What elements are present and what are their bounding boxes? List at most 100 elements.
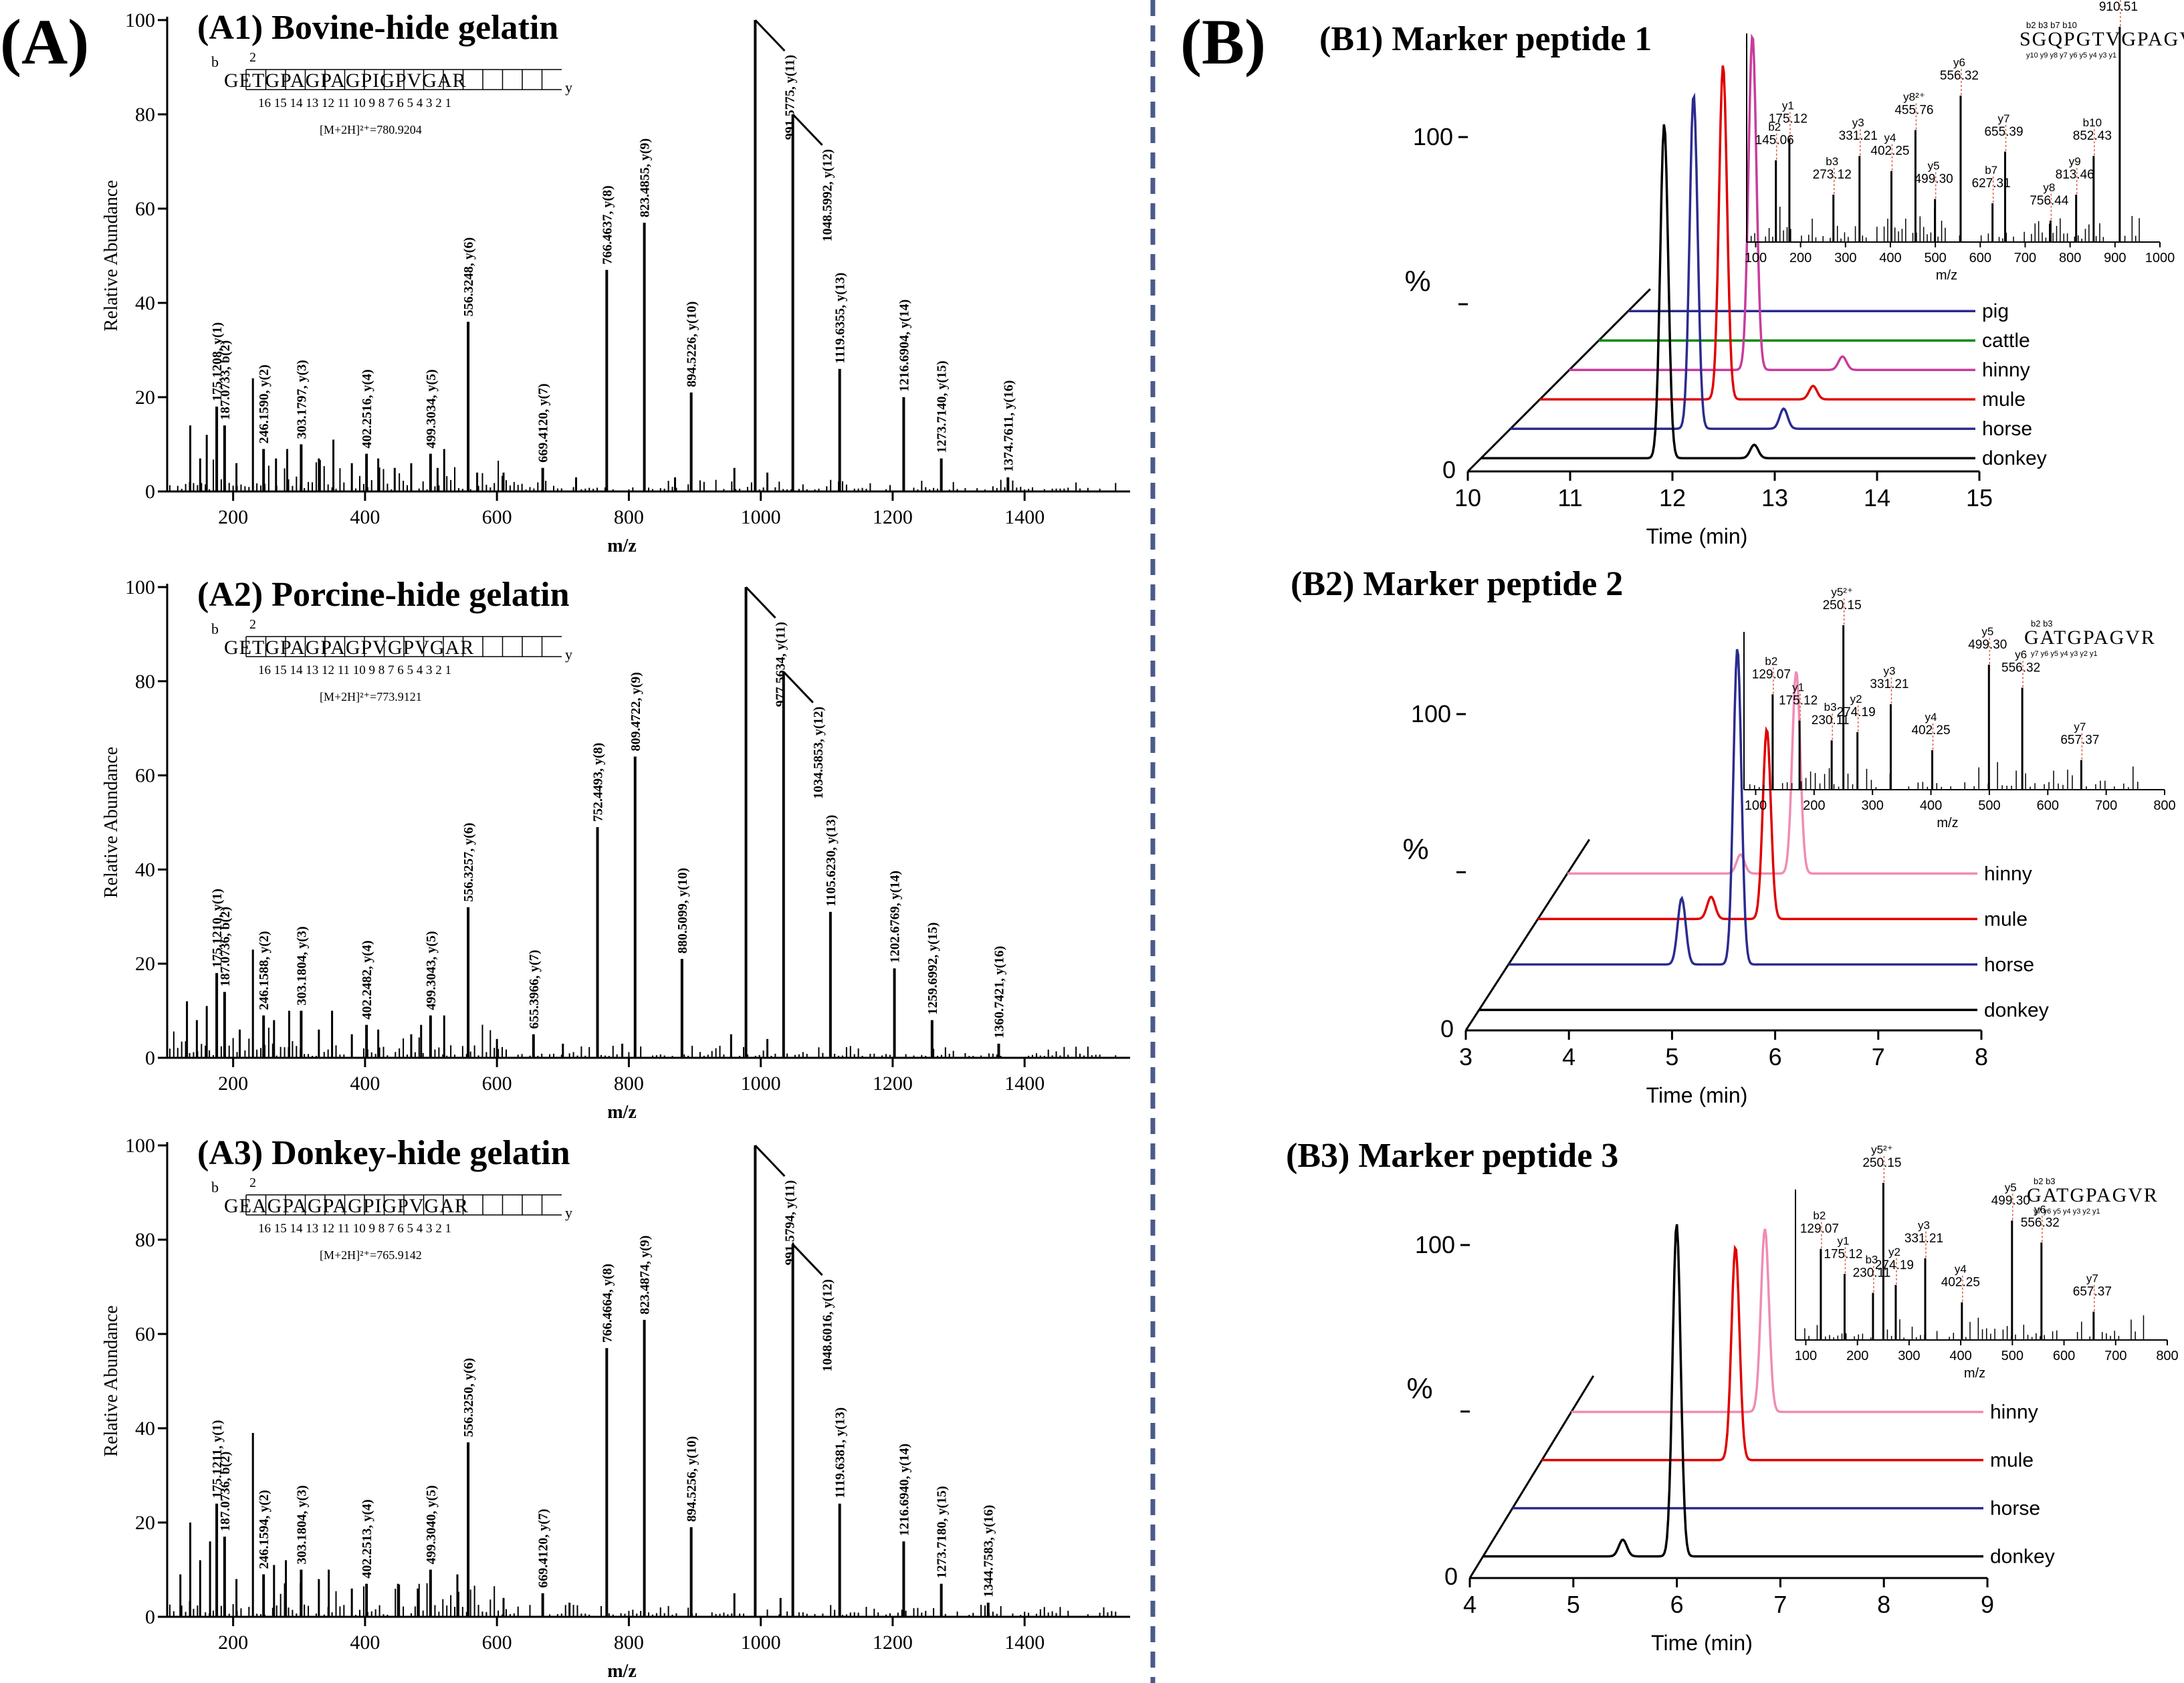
inset-x-tick-label: 400: [1879, 251, 1901, 265]
y-axis-label: %: [1406, 1372, 1432, 1405]
inset-peak-label: 556.32: [2021, 1216, 2060, 1230]
inset-peak-label: 627.31: [1972, 177, 2011, 191]
inset-b-ions: b2 b3: [2031, 619, 2053, 629]
inset-x-tick-label: 500: [1978, 798, 2000, 813]
inset-ion-label: y6: [1953, 56, 1965, 69]
peak-label: 991.5775, y(11): [782, 55, 797, 140]
y-tick-label: 100: [1415, 1231, 1455, 1258]
peak-label: 556.3250, y(6): [461, 1358, 476, 1437]
x-tick-label: 14: [1864, 484, 1890, 512]
x-tick-label: 200: [218, 506, 248, 528]
inset-b-ions: b2 b3 b7 b10: [2026, 20, 2077, 30]
peak-label: 1048.5992, y(12): [821, 149, 835, 241]
y-tick-label: 60: [135, 1323, 155, 1345]
inset-peak-label: 250.15: [1862, 1156, 1901, 1170]
inset-ion-label: y5: [1928, 160, 1940, 173]
series-label: pig: [1982, 300, 2009, 322]
series-label: mule: [1984, 908, 2028, 930]
inset-x-axis-label: m/z: [1937, 816, 1958, 830]
inset-peak-label: 852.43: [2073, 129, 2112, 143]
b-ion-index: 2: [249, 50, 256, 65]
inset-x-tick-label: 800: [2156, 1349, 2178, 1363]
chart-title: (A1) Bovine-hide gelatin: [197, 9, 558, 47]
peak-leader: [792, 1244, 823, 1276]
x-axis-label: Time (min): [1646, 524, 1748, 548]
y-tick-label: 60: [135, 198, 155, 220]
inset-x-tick-label: 800: [2059, 251, 2081, 265]
y-ion-numbers: 16 15 14 13 12 11 10 9 8 7 6 5 4 3 2 1: [258, 96, 451, 110]
peak-label: 977.5634, y(11): [774, 622, 788, 707]
inset-sequence: GATGPAGVR: [2027, 1184, 2159, 1206]
x-tick-label: 7: [1872, 1043, 1885, 1071]
x-tick-label: 600: [482, 1632, 512, 1654]
series-trace-donkey: [1483, 1224, 1983, 1558]
stack-depth-axis: [1466, 288, 1651, 473]
inset-peak-label: 331.21: [1904, 1232, 1943, 1246]
inset-ion-label: y5: [2005, 1181, 2017, 1194]
peak-label: 1202.6769, y(14): [888, 871, 903, 963]
inset-peak-label: 129.07: [1752, 667, 1791, 681]
y-tick-label: 100: [125, 1135, 155, 1157]
inset-x-tick-label: 400: [1949, 1349, 1971, 1363]
series-trace-hinny: [1569, 33, 1975, 371]
peak-label: 402.2516, y(4): [360, 369, 374, 448]
inset-ion-label: y1: [1792, 681, 1804, 694]
inset-spectrum: 1002003004005006007008009001000m/zy10910…: [1745, 0, 2184, 283]
inset-ion-label: y4: [1955, 1263, 1967, 1276]
x-tick-label: 200: [218, 1632, 248, 1654]
inset-x-tick-label: 200: [1789, 251, 1812, 265]
peak-label: 669.4120, y(7): [536, 1508, 551, 1587]
peak-label: 894.5256, y(10): [685, 1436, 699, 1522]
series-trace-mule: [1539, 65, 1975, 401]
x-tick-label: 1400: [1004, 1632, 1045, 1654]
series-label: cattle: [1982, 330, 2030, 352]
y-tick-label: 20: [135, 1512, 155, 1534]
peak-label: 823.4874, y(9): [638, 1236, 653, 1315]
series-trace-hinny: [1571, 1228, 1983, 1414]
x-tick-label: 800: [614, 1073, 644, 1095]
peak-label: 823.4855, y(9): [638, 138, 653, 217]
inset-peak-label: 175.12: [1769, 112, 1808, 126]
y-ion-label: y: [565, 1204, 572, 1221]
inset-ion-label: b3: [1826, 155, 1838, 168]
x-tick-label: 3: [1459, 1043, 1472, 1071]
series-trace-hinny: [1567, 671, 1977, 875]
inset-x-tick-label: 500: [1924, 251, 1946, 265]
x-tick-label: 8: [1877, 1591, 1890, 1618]
x-tick-label: 600: [482, 506, 512, 528]
inset-ion-label: y7: [1998, 112, 2010, 125]
inset-x-tick-label: 400: [1920, 798, 1942, 813]
inset-ion-label: y6: [2015, 648, 2027, 661]
baseline-noise: [169, 1024, 1117, 1058]
y-tick-label: 0: [1442, 456, 1456, 483]
peak-label: 1034.5853, y(12): [811, 707, 826, 799]
x-tick-label: 11: [1557, 484, 1582, 512]
inset-x-tick-label: 600: [2053, 1349, 2075, 1363]
x-tick-label: 1200: [873, 1073, 913, 1095]
x-tick-label: 600: [482, 1073, 512, 1095]
y-tick-label: 60: [135, 765, 155, 787]
peptide-sequence: GEAGPAGPAGPIGPVGAR: [224, 1195, 469, 1217]
inset-peak-label: 499.30: [1991, 1194, 2030, 1208]
peak-label: 1048.6016, y(12): [821, 1279, 835, 1371]
inset-peak-label: 250.15: [1823, 598, 1862, 612]
peak-label: 1216.6904, y(14): [897, 300, 911, 392]
inset-peak-label: 499.30: [1915, 173, 1953, 187]
peak-label: 766.4664, y(8): [600, 1264, 615, 1343]
y-tick-label: 0: [145, 1047, 155, 1069]
x-tick-label: 1400: [1004, 506, 1045, 528]
inset-x-tick-label: 300: [1862, 798, 1884, 813]
inset-x-tick-label: 500: [2001, 1349, 2024, 1363]
y-tick-label: 0: [145, 1606, 155, 1628]
y-axis-label: Relative Abundance: [101, 747, 122, 898]
y-tick-label: 80: [135, 671, 155, 693]
inset-x-tick-label: 600: [1969, 251, 1991, 265]
peptide-sequence: GETGPAGPAGPVGPVGAR: [224, 637, 474, 659]
inset-ion-label: b3: [1824, 701, 1837, 713]
inset-peak-label: 402.25: [1911, 723, 1950, 738]
peak-label: 1374.7611, y(16): [1001, 380, 1016, 472]
peak-label: 499.3043, y(5): [424, 931, 439, 1010]
series-label: horse: [1982, 418, 2032, 440]
x-axis-label: m/z: [607, 536, 637, 556]
